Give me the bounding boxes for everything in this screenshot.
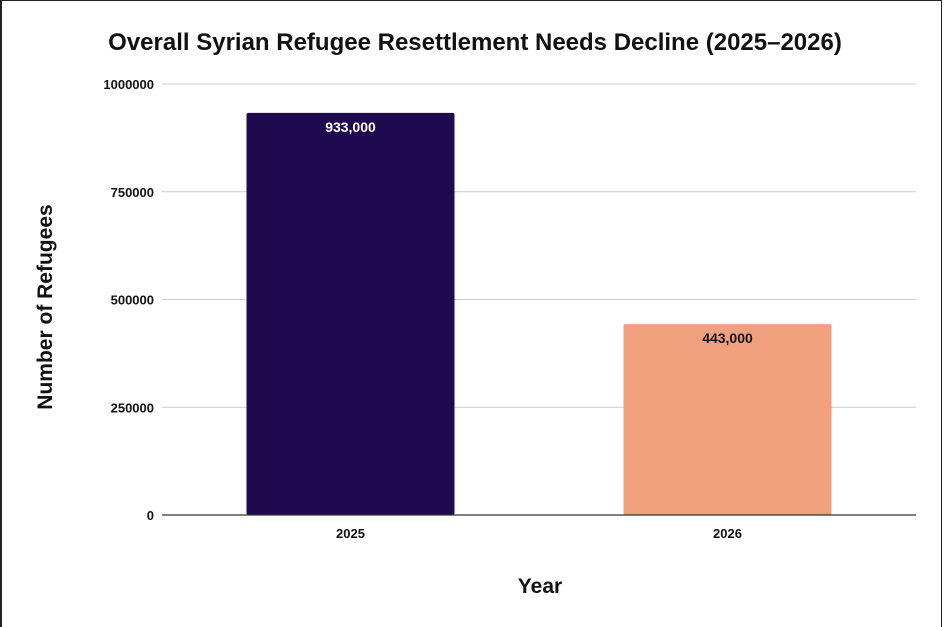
x-tick-label: 2025 — [336, 526, 365, 541]
bar-2025 — [246, 112, 455, 515]
bars: 933,000 443,000 — [246, 112, 832, 515]
y-axis-title: Number of Refugees — [34, 204, 57, 409]
data-label-2026: 443,000 — [702, 330, 753, 346]
bar-2026 — [623, 324, 832, 515]
y-axis-ticks: 0 250000 500000 750000 1000000 — [103, 77, 154, 523]
x-tick-label: 2026 — [713, 526, 742, 541]
chart-title: Overall Syrian Refugee Resettlement Need… — [108, 29, 842, 56]
x-axis-ticks: 2025 2026 — [336, 526, 742, 541]
y-tick-label: 0 — [147, 508, 154, 523]
y-tick-label: 750000 — [111, 185, 154, 200]
data-label-2025: 933,000 — [325, 119, 376, 135]
y-tick-label: 1000000 — [103, 77, 154, 92]
y-tick-label: 500000 — [111, 293, 154, 308]
x-axis-title: Year — [518, 575, 562, 598]
y-tick-label: 250000 — [111, 400, 154, 415]
